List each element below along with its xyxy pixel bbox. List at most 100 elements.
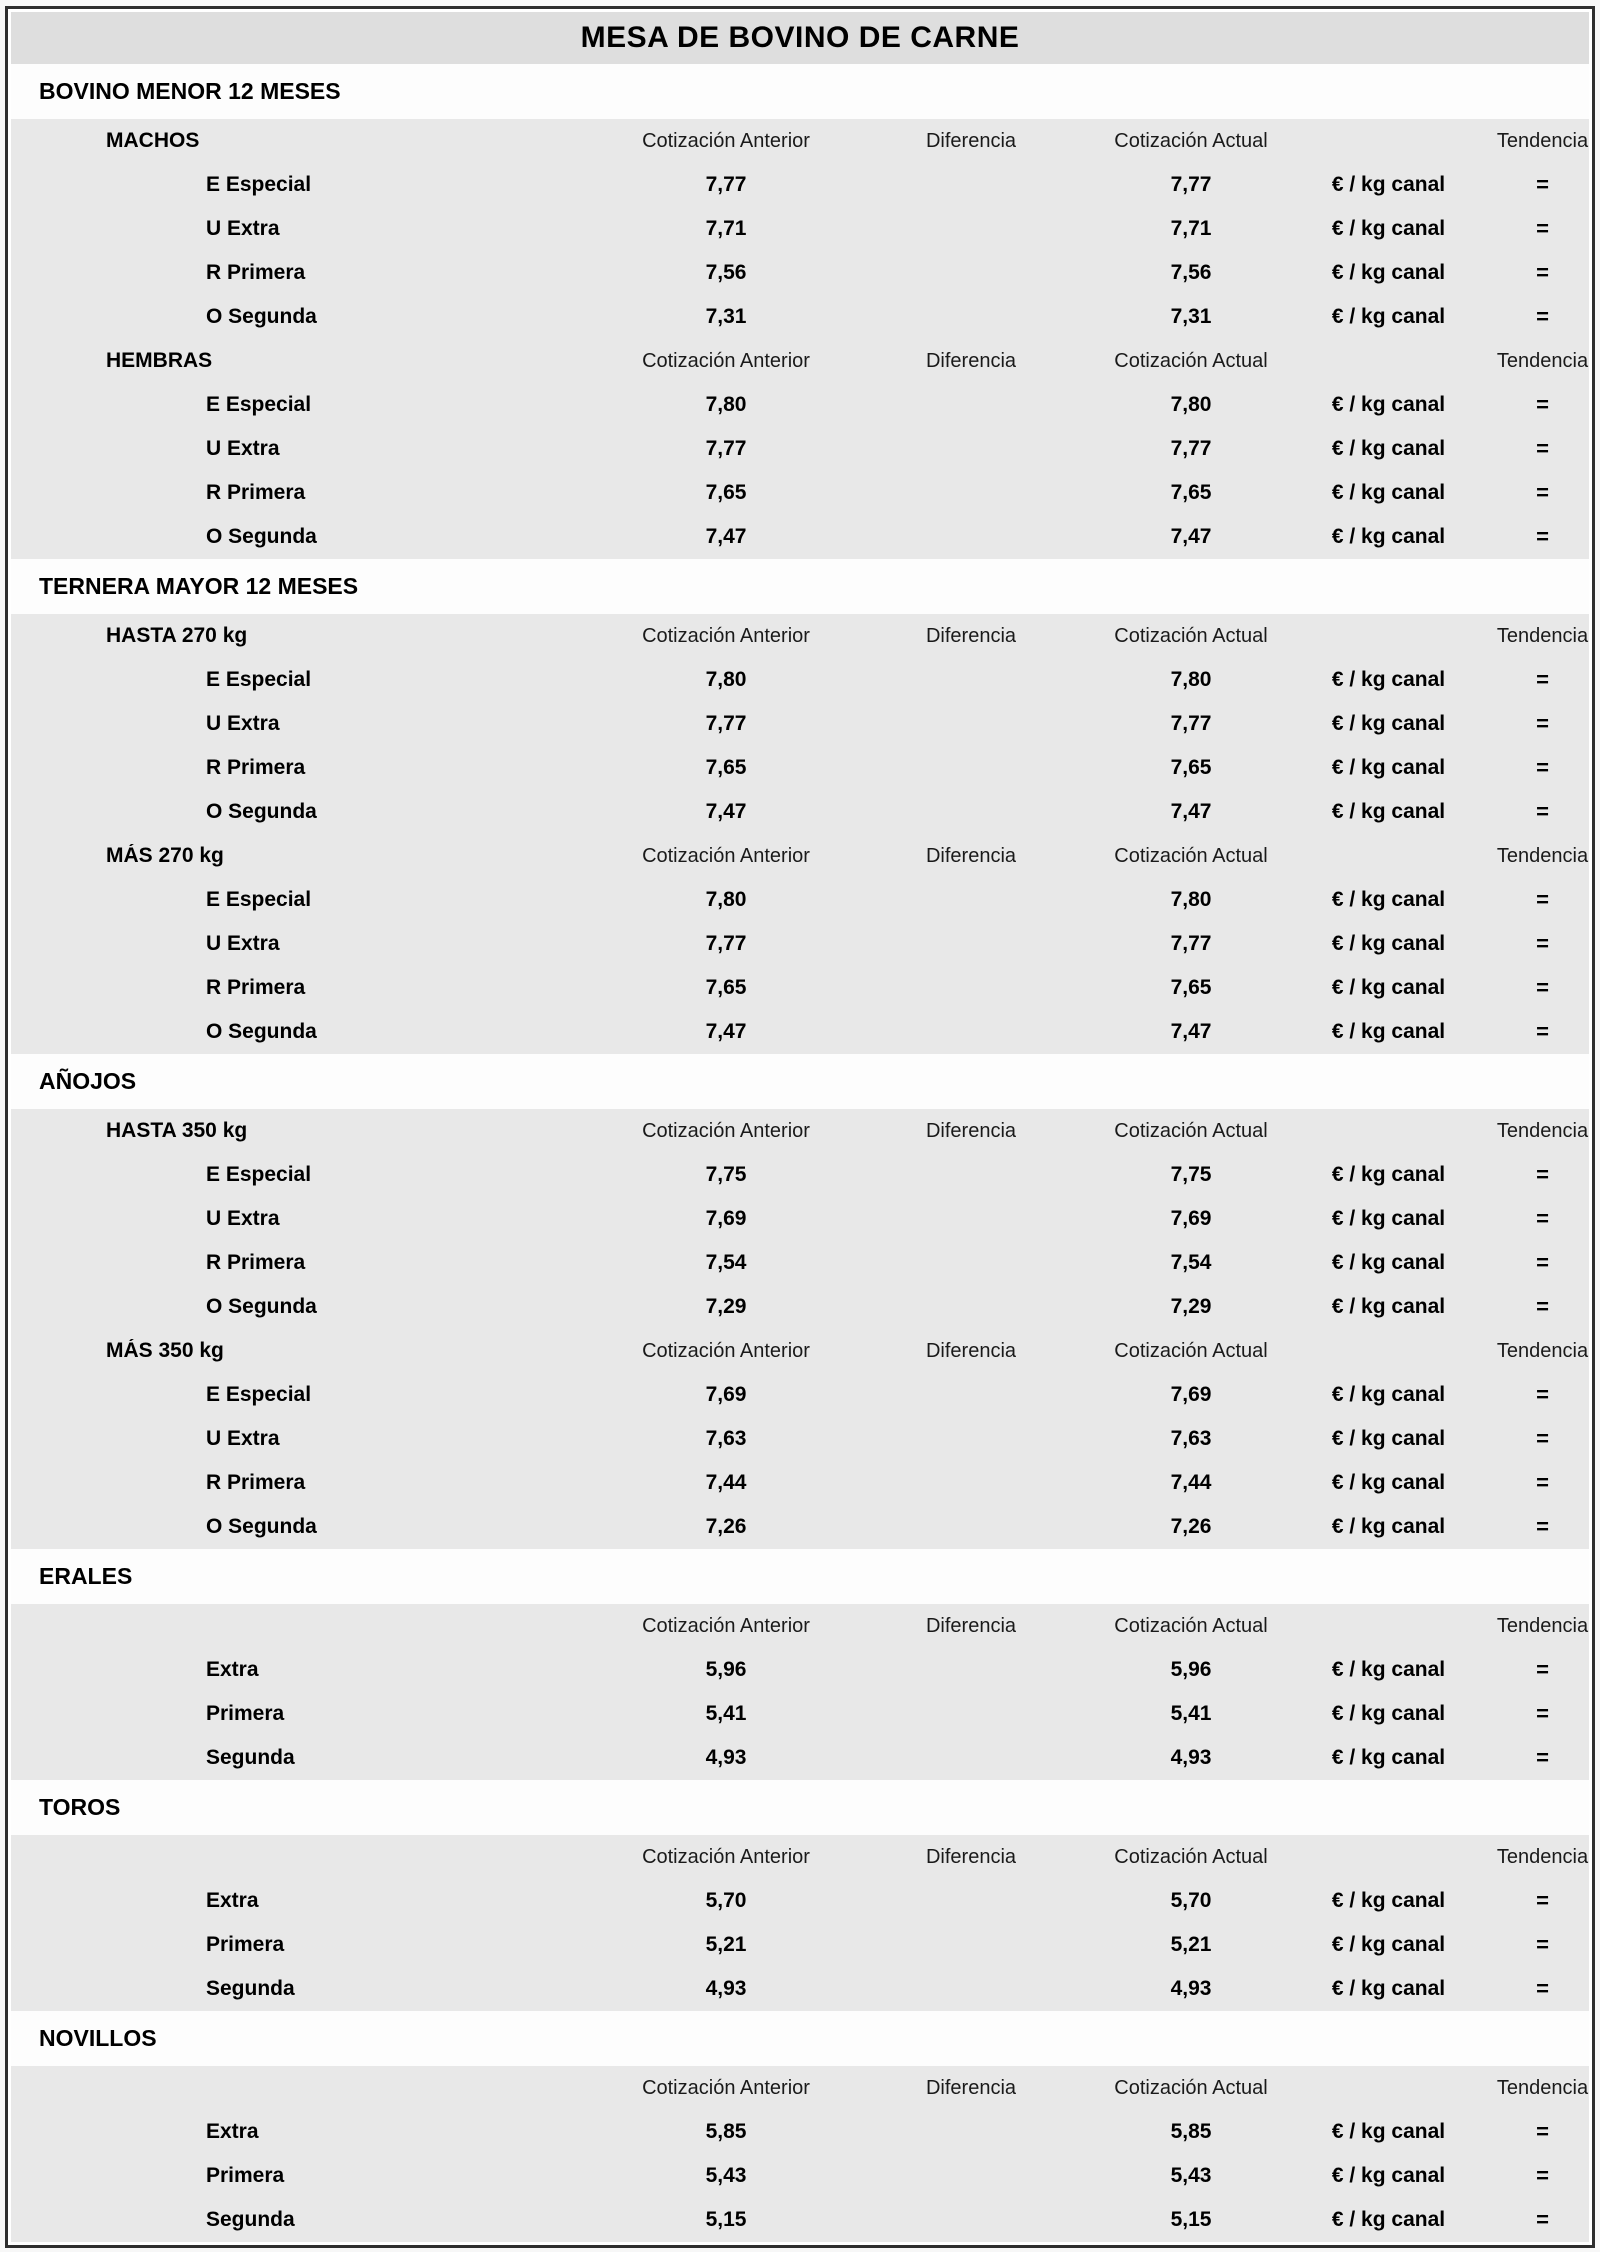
price-row: E Especial 7,75 7,75 € / kg canal =	[11, 1153, 1589, 1197]
cotizacion-actual-value: 7,77	[1170, 173, 1212, 196]
column-header-tendencia: Tendencia	[1496, 129, 1589, 152]
section-header-band: NOVILLOS	[11, 2011, 1589, 2066]
section-groups: Cotización Anterior Diferencia Cotizació…	[11, 2066, 1589, 2242]
quality-label: U Extra	[206, 437, 280, 460]
group-rows: E Especial 7,75 7,75 € / kg canal = U Ex…	[11, 1153, 1589, 1329]
trend-equal-icon: =	[1536, 1426, 1549, 1451]
column-header-cotizacion-anterior: Cotización Anterior	[642, 844, 810, 867]
cotizacion-anterior-value: 7,31	[705, 305, 747, 328]
price-table-document: MESA DE BOVINO DE CARNE BOVINO MENOR 12 …	[5, 6, 1595, 2248]
cotizacion-actual-value: 7,29	[1170, 1295, 1212, 1318]
section-title: AÑOJOS	[39, 1068, 137, 1094]
unit-label: € / kg canal	[1331, 1427, 1446, 1450]
group-header-row: Cotización Anterior Diferencia Cotizació…	[11, 1835, 1589, 1879]
cotizacion-actual-value: 7,77	[1170, 712, 1212, 735]
price-row: R Primera 7,44 7,44 € / kg canal =	[11, 1461, 1589, 1505]
quality-label: E Especial	[206, 173, 312, 196]
trend-equal-icon: =	[1536, 711, 1549, 736]
price-row: Primera 5,41 5,41 € / kg canal =	[11, 1692, 1589, 1736]
cotizacion-anterior-value: 7,80	[705, 393, 747, 416]
column-header-diferencia: Diferencia	[925, 1845, 1017, 1868]
column-header-cotizacion-anterior: Cotización Anterior	[642, 129, 810, 152]
unit-label: € / kg canal	[1331, 437, 1446, 460]
trend-equal-icon: =	[1536, 524, 1549, 549]
price-row: E Especial 7,80 7,80 € / kg canal =	[11, 383, 1589, 427]
cotizacion-anterior-value: 7,77	[705, 712, 747, 735]
cotizacion-anterior-value: 7,71	[705, 217, 747, 240]
unit-label: € / kg canal	[1331, 1515, 1446, 1538]
column-header-tendencia: Tendencia	[1496, 2076, 1589, 2099]
price-row: O Segunda 7,29 7,29 € / kg canal =	[11, 1285, 1589, 1329]
cotizacion-actual-value: 7,69	[1170, 1207, 1212, 1230]
column-header-cotizacion-actual: Cotización Actual	[1114, 349, 1268, 372]
cotizacion-actual-value: 7,77	[1170, 437, 1212, 460]
cotizacion-anterior-value: 7,77	[705, 173, 747, 196]
cotizacion-anterior-value: 7,77	[705, 932, 747, 955]
unit-label: € / kg canal	[1331, 1702, 1446, 1725]
section: ERALES Cotización Anterior Diferencia Co…	[11, 1549, 1589, 1780]
unit-label: € / kg canal	[1331, 1889, 1446, 1912]
trend-equal-icon: =	[1536, 436, 1549, 461]
cotizacion-actual-value: 7,80	[1170, 668, 1212, 691]
cotizacion-anterior-value: 7,47	[705, 800, 747, 823]
group-block: Cotización Anterior Diferencia Cotizació…	[11, 1604, 1589, 1780]
quality-label: O Segunda	[206, 1020, 317, 1043]
price-row: U Extra 7,63 7,63 € / kg canal =	[11, 1417, 1589, 1461]
quality-label: U Extra	[206, 1207, 280, 1230]
cotizacion-actual-value: 7,80	[1170, 888, 1212, 911]
group-label: HEMBRAS	[106, 349, 213, 372]
unit-label: € / kg canal	[1331, 1977, 1446, 2000]
table-title-bar: MESA DE BOVINO DE CARNE	[11, 12, 1589, 64]
cotizacion-actual-value: 7,77	[1170, 932, 1212, 955]
column-header-cotizacion-actual: Cotización Actual	[1114, 1339, 1268, 1362]
trend-equal-icon: =	[1536, 1470, 1549, 1495]
price-row: U Extra 7,77 7,77 € / kg canal =	[11, 427, 1589, 471]
price-row: Segunda 4,93 4,93 € / kg canal =	[11, 1967, 1589, 2011]
quality-label: E Especial	[206, 888, 312, 911]
cotizacion-actual-value: 7,31	[1170, 305, 1212, 328]
section-title: BOVINO MENOR 12 MESES	[39, 78, 341, 104]
price-row: O Segunda 7,47 7,47 € / kg canal =	[11, 515, 1589, 559]
section-header-band: TOROS	[11, 1780, 1589, 1835]
column-header-diferencia: Diferencia	[925, 844, 1017, 867]
group-rows: E Especial 7,69 7,69 € / kg canal = U Ex…	[11, 1373, 1589, 1549]
section: BOVINO MENOR 12 MESES MACHOS Cotización …	[11, 64, 1589, 559]
unit-label: € / kg canal	[1331, 756, 1446, 779]
trend-equal-icon: =	[1536, 1294, 1549, 1319]
trend-equal-icon: =	[1536, 1701, 1549, 1726]
price-row: Extra 5,96 5,96 € / kg canal =	[11, 1648, 1589, 1692]
section-title: TOROS	[39, 1794, 121, 1820]
group-rows: E Especial 7,80 7,80 € / kg canal = U Ex…	[11, 878, 1589, 1054]
unit-label: € / kg canal	[1331, 1207, 1446, 1230]
quality-label: R Primera	[206, 1251, 306, 1274]
column-header-tendencia: Tendencia	[1496, 349, 1589, 372]
cotizacion-anterior-value: 7,26	[705, 1515, 747, 1538]
unit-label: € / kg canal	[1331, 1251, 1446, 1274]
unit-label: € / kg canal	[1331, 668, 1446, 691]
trend-equal-icon: =	[1536, 1019, 1549, 1044]
column-header-cotizacion-anterior: Cotización Anterior	[642, 1339, 810, 1362]
group-block: MÁS 270 kg Cotización Anterior Diferenci…	[11, 834, 1589, 1054]
trend-equal-icon: =	[1536, 975, 1549, 1000]
group-header-row: Cotización Anterior Diferencia Cotizació…	[11, 1604, 1589, 1648]
cotizacion-anterior-value: 7,65	[705, 481, 747, 504]
unit-label: € / kg canal	[1331, 888, 1446, 911]
cotizacion-anterior-value: 7,56	[705, 261, 747, 284]
quality-label: Primera	[206, 1933, 285, 1956]
cotizacion-actual-value: 7,56	[1170, 261, 1212, 284]
cotizacion-anterior-value: 7,44	[705, 1471, 747, 1494]
price-row: R Primera 7,65 7,65 € / kg canal =	[11, 966, 1589, 1010]
cotizacion-actual-value: 7,26	[1170, 1515, 1212, 1538]
cotizacion-anterior-value: 5,41	[705, 1702, 747, 1725]
page-title: MESA DE BOVINO DE CARNE	[580, 21, 1020, 54]
column-header-cotizacion-actual: Cotización Actual	[1114, 1845, 1268, 1868]
cotizacion-anterior-value: 5,96	[705, 1658, 747, 1681]
quality-label: Extra	[206, 1889, 259, 1912]
unit-label: € / kg canal	[1331, 2120, 1446, 2143]
quality-label: E Especial	[206, 393, 312, 416]
unit-label: € / kg canal	[1331, 481, 1446, 504]
cotizacion-anterior-value: 7,47	[705, 1020, 747, 1043]
section: TOROS Cotización Anterior Diferencia Cot…	[11, 1780, 1589, 2011]
cotizacion-actual-value: 7,69	[1170, 1383, 1212, 1406]
cotizacion-actual-value: 7,65	[1170, 756, 1212, 779]
